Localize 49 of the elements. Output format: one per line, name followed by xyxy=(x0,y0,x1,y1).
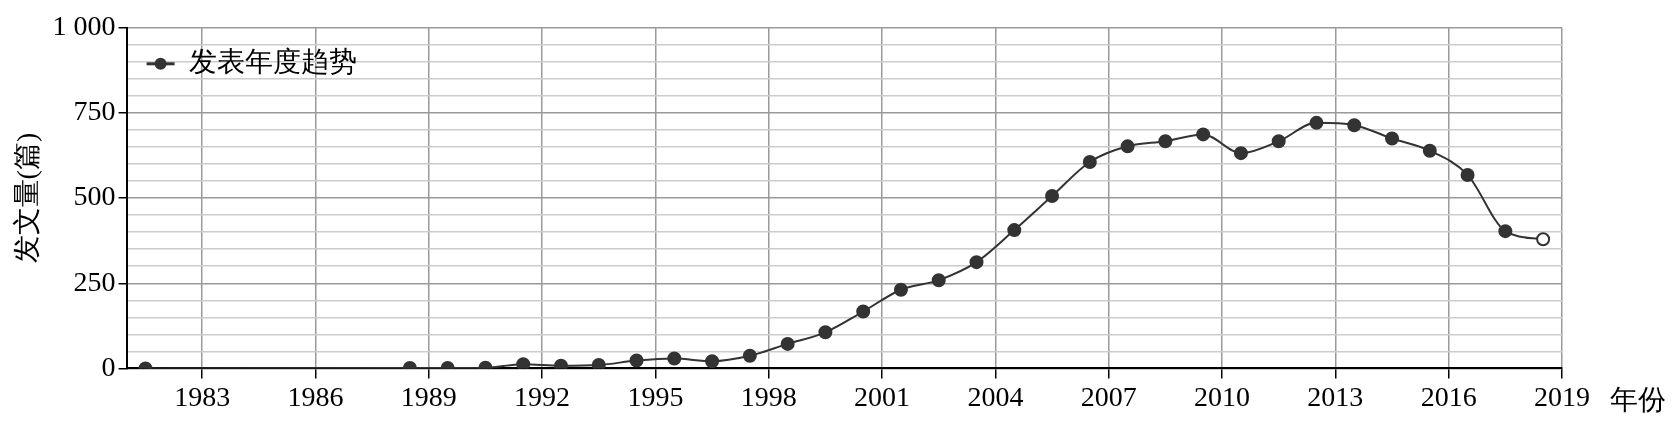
point xyxy=(742,348,757,363)
point xyxy=(1045,189,1060,204)
point xyxy=(1460,167,1475,182)
x-tick-label: 2007 xyxy=(1080,380,1137,412)
point xyxy=(1196,127,1211,142)
point xyxy=(554,358,568,369)
point xyxy=(1385,131,1400,146)
x-tick-label: 2013 xyxy=(1307,380,1364,412)
y-tick-label: 0 xyxy=(101,350,116,382)
point xyxy=(1271,134,1286,149)
point xyxy=(705,354,720,369)
x-tick-label: 2001 xyxy=(854,380,911,412)
x-axis-title: 年份 xyxy=(1610,384,1666,416)
point xyxy=(1007,223,1022,238)
point xyxy=(667,351,682,366)
point xyxy=(818,325,833,340)
x-tick-label: 1989 xyxy=(400,380,457,412)
point xyxy=(931,273,946,288)
legend-label: 发表年度趋势 xyxy=(188,46,357,78)
point xyxy=(893,282,908,297)
point xyxy=(1309,115,1324,130)
y-axis-title: 发文量(篇) xyxy=(11,132,43,264)
point xyxy=(1347,118,1362,133)
x-tick-label: 2019 xyxy=(1534,380,1590,412)
x-tick-label: 2004 xyxy=(967,380,1024,412)
point xyxy=(629,353,644,368)
x-tick-label: 1995 xyxy=(627,380,684,412)
y-tick-label: 1 000 xyxy=(52,10,116,42)
y-tick-label: 250 xyxy=(73,265,116,297)
point xyxy=(856,304,871,319)
x-tick-label: 1998 xyxy=(740,380,797,412)
x-tick-label: 2016 xyxy=(1420,380,1477,412)
y-tick-label: 500 xyxy=(73,180,116,212)
point xyxy=(1422,143,1437,158)
y-tick-label: 750 xyxy=(73,95,116,127)
x-tick-label: 2010 xyxy=(1194,380,1251,412)
x-tick-label: 1983 xyxy=(174,380,231,412)
point xyxy=(1498,224,1513,239)
point xyxy=(1082,155,1097,169)
point xyxy=(1158,134,1173,149)
point xyxy=(591,357,606,369)
x-tick-label: 1986 xyxy=(287,380,344,412)
point xyxy=(969,255,984,270)
point xyxy=(780,336,795,351)
x-tick-label: 1992 xyxy=(514,380,571,412)
point xyxy=(1120,139,1135,154)
point xyxy=(1536,232,1551,247)
point xyxy=(516,357,531,369)
point xyxy=(1233,146,1248,161)
